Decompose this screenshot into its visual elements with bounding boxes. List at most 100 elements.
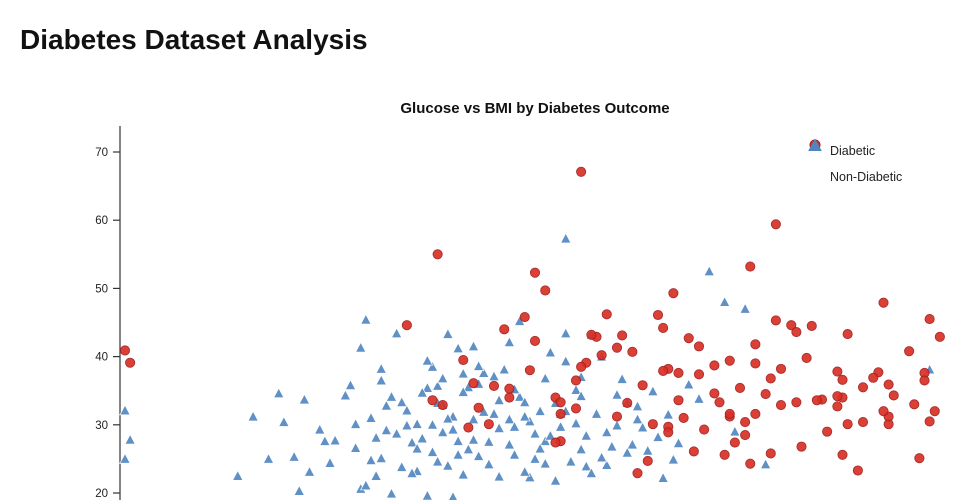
- data-point-non-diabetic: [385, 487, 398, 499]
- data-point-diabetic: [765, 448, 776, 459]
- data-point-diabetic: [688, 446, 699, 457]
- data-point-diabetic: [909, 399, 920, 410]
- data-point-non-diabetic: [559, 355, 572, 367]
- data-point-diabetic: [683, 333, 694, 344]
- data-point-non-diabetic: [365, 411, 377, 423]
- data-point-non-diabetic: [426, 418, 439, 430]
- data-point-non-diabetic: [600, 426, 613, 438]
- data-point-diabetic: [576, 361, 587, 372]
- data-point-diabetic: [529, 267, 541, 278]
- data-point-non-diabetic: [452, 448, 464, 460]
- data-point-non-diabetic: [344, 378, 357, 391]
- data-point-non-diabetic: [703, 265, 716, 277]
- data-point-diabetic: [555, 397, 566, 408]
- data-point-non-diabetic: [631, 400, 644, 412]
- data-point-non-diabetic: [682, 378, 695, 390]
- data-point-non-diabetic: [375, 362, 388, 374]
- data-point-non-diabetic: [631, 413, 644, 425]
- data-point-diabetic: [796, 441, 807, 452]
- data-point-diabetic: [750, 339, 761, 350]
- data-point-diabetic: [786, 320, 797, 331]
- data-point-non-diabetic: [672, 436, 685, 449]
- data-point-non-diabetic: [406, 466, 418, 479]
- data-point-non-diabetic: [483, 435, 495, 447]
- data-point-non-diabetic: [421, 381, 434, 393]
- data-point-diabetic: [842, 419, 853, 430]
- data-point-non-diabetic: [534, 404, 546, 416]
- data-point-non-diabetic: [401, 419, 413, 431]
- data-point-diabetic: [934, 331, 945, 342]
- data-point-non-diabetic: [652, 430, 664, 442]
- data-point-non-diabetic: [477, 366, 490, 378]
- data-point-diabetic: [601, 309, 612, 320]
- data-point-non-diabetic: [503, 438, 516, 450]
- data-point-diabetic: [673, 367, 684, 379]
- data-point-diabetic: [709, 360, 720, 371]
- data-point-non-diabetic: [580, 460, 593, 472]
- data-point-non-diabetic: [411, 442, 423, 454]
- data-point-diabetic: [463, 422, 474, 433]
- data-point-non-diabetic: [616, 372, 628, 384]
- data-point-non-diabetic: [390, 327, 403, 339]
- data-point-diabetic: [919, 375, 930, 386]
- data-point-non-diabetic: [590, 407, 603, 419]
- data-point-diabetic: [540, 285, 551, 296]
- data-point-diabetic: [852, 465, 863, 476]
- data-point-diabetic: [734, 382, 746, 394]
- data-point-diabetic: [658, 365, 669, 376]
- data-point-non-diabetic: [421, 354, 434, 366]
- data-point-non-diabetic: [426, 445, 439, 457]
- data-point-non-diabetic: [457, 385, 470, 397]
- data-point-diabetic: [663, 427, 674, 438]
- data-point-non-diabetic: [524, 471, 536, 483]
- data-point-non-diabetic: [360, 313, 372, 325]
- data-point-diabetic: [832, 401, 843, 412]
- data-point-non-diabetic: [575, 443, 587, 455]
- data-point-non-diabetic: [421, 489, 433, 500]
- data-point-non-diabetic: [544, 346, 557, 358]
- data-point-diabetic: [709, 388, 720, 399]
- data-point-diabetic: [714, 397, 725, 408]
- data-point-non-diabetic: [467, 340, 480, 352]
- data-point-diabetic: [668, 288, 679, 299]
- data-point-diabetic: [632, 468, 643, 479]
- data-point-diabetic: [904, 346, 915, 357]
- data-point-non-diabetic: [442, 459, 454, 471]
- data-point-diabetic: [878, 406, 889, 417]
- data-point-non-diabetic: [493, 393, 505, 406]
- chart-legend: Diabetic Non-Diabetic: [808, 138, 902, 190]
- data-point-non-diabetic: [759, 458, 772, 470]
- data-point-non-diabetic: [231, 469, 244, 481]
- data-point-diabetic: [842, 329, 853, 340]
- data-point-diabetic: [483, 419, 494, 430]
- data-point-diabetic: [642, 455, 653, 466]
- data-point-non-diabetic: [488, 370, 500, 382]
- data-point-diabetic: [432, 249, 443, 260]
- data-point-diabetic: [791, 326, 802, 338]
- data-point-diabetic: [765, 373, 776, 384]
- data-point-non-diabetic: [493, 470, 505, 482]
- data-point-non-diabetic: [575, 389, 587, 401]
- data-point-non-diabetic: [488, 407, 500, 419]
- data-point-non-diabetic: [570, 383, 582, 395]
- data-point-diabetic: [740, 417, 751, 428]
- y-tick-label: 70: [95, 147, 108, 159]
- data-point-non-diabetic: [303, 465, 316, 477]
- data-point-non-diabetic: [503, 336, 516, 348]
- data-point-non-diabetic: [390, 427, 403, 439]
- chart-title: Glucose vs BMI by Diabetes Outcome: [400, 100, 670, 117]
- data-point-non-diabetic: [339, 389, 352, 401]
- legend-item-diabetic: Diabetic: [808, 138, 902, 164]
- data-point-diabetic: [570, 375, 582, 386]
- data-point-diabetic: [750, 408, 761, 419]
- y-tick-label: 30: [95, 420, 108, 432]
- data-point-diabetic: [760, 389, 771, 400]
- data-point-non-diabetic: [406, 436, 418, 448]
- data-point-non-diabetic: [426, 360, 439, 372]
- data-point-non-diabetic: [606, 440, 618, 452]
- data-point-non-diabetic: [641, 444, 654, 456]
- data-point-diabetic: [550, 437, 561, 448]
- data-point-non-diabetic: [539, 372, 552, 384]
- data-point-non-diabetic: [431, 379, 444, 391]
- data-point-diabetic: [617, 330, 628, 341]
